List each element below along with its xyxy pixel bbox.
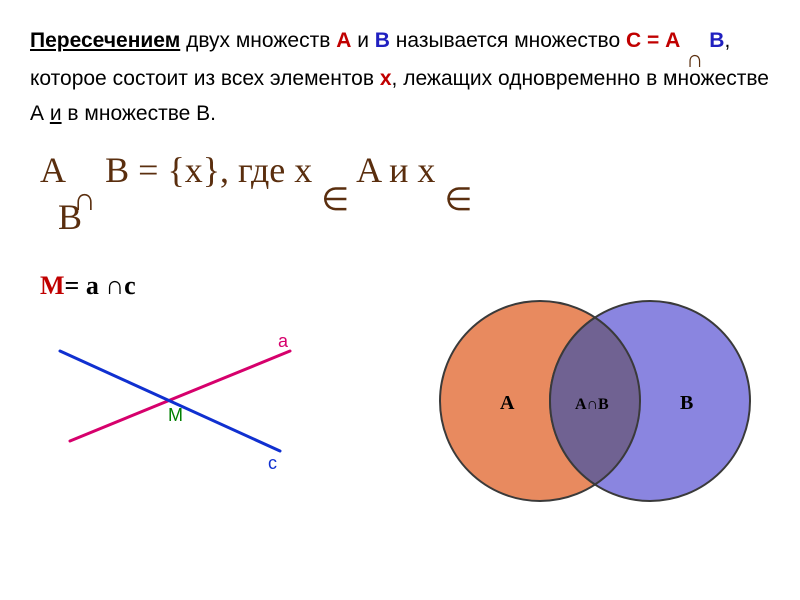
def-setBv: В [709,29,724,52]
def-and: и [50,102,62,125]
fs-M: M [40,271,65,300]
formula-main: A ∩ B = {x}, где x ∈ A и x ∈ B [30,147,770,241]
def-t3: называется множество [390,29,626,52]
svg-text:A∩B: A∩B [575,396,609,413]
bottom-diagrams: a c M A A∩B B [30,311,770,571]
element-of-icon: ∈ [321,179,349,221]
cap-icon: ∩ [73,179,96,221]
cap-icon: ∩ [105,271,124,300]
fs-eq: = a [65,271,99,300]
fm-p2: B = {x}, где x [105,150,312,190]
fm-p3: A и x [356,150,435,190]
svg-text:a: a [278,331,289,351]
def-t6: в множестве В. [62,102,216,125]
venn-diagram: A A∩B B [420,271,760,521]
def-t1: двух множеств [180,29,336,52]
svg-text:B: B [680,392,693,414]
svg-text:A: A [500,392,515,414]
svg-text:M: M [168,405,183,425]
def-x: x [380,67,392,90]
element-of-icon: ∈ [444,179,472,221]
lines-diagram: a c M [30,321,310,481]
def-setB: В [375,29,390,52]
def-setC: С = А [626,29,680,52]
word-intersection: Пересечением [30,29,180,52]
svg-text:c: c [268,453,277,473]
definition-text: Пересечением двух множеств А и В называе… [30,20,770,132]
def-setA: А [336,29,351,52]
cap-icon: ∩ [686,40,703,81]
def-t2: и [351,29,374,52]
fm-A: A [40,150,64,190]
fs-c: c [124,271,136,300]
